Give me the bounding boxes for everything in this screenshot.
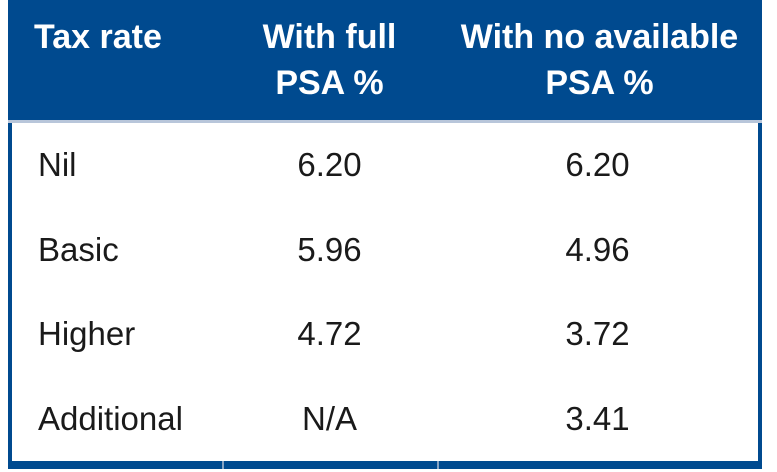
row-label: Basic [38,230,119,268]
header-cell-with-full-psa: With full PSA % [222,0,437,120]
value-cell-full-psa: 6.20 [297,146,362,184]
value-cell-no-psa: 3.41 [565,399,630,437]
column-separator-notch [222,461,224,469]
table-row-nil: Nil 6.20 6.20 [12,123,758,208]
value-cell-full-psa: N/A [301,399,357,437]
header-label-line1: With no available [460,18,739,56]
table-header-row: Tax rate With full PSA % With no availab… [8,0,762,120]
value-cell-no-psa: 4.96 [565,230,630,268]
value-cell-full-psa: 4.72 [297,315,362,353]
table-body: Nil 6.20 6.20 Basic 5.96 4.96 Higher 4.7… [8,123,762,461]
row-label: Higher [38,315,136,353]
table-row-higher: Higher 4.72 3.72 [12,292,758,377]
header-label-line1: With full [262,18,397,56]
header-cell-with-no-available-psa: With no available PSA % [437,0,762,120]
value-cell-no-psa: 6.20 [565,146,630,184]
row-label: Additional [38,399,183,437]
header-cell-tax-rate: Tax rate [8,0,222,120]
bottom-border-bar [8,461,762,469]
header-label-line2: PSA % [275,64,384,102]
header-label: Tax rate [34,18,162,56]
table-row-basic: Basic 5.96 4.96 [12,208,758,293]
header-label-line2: PSA % [545,64,654,102]
header-separator-line [8,120,762,123]
psa-rates-table: Tax rate With full PSA % With no availab… [8,0,762,469]
row-label: Nil [38,146,77,184]
table-row-additional: Additional N/A 3.41 [12,377,758,462]
column-separator-notch [437,461,439,469]
value-cell-full-psa: 5.96 [297,230,362,268]
value-cell-no-psa: 3.72 [565,315,630,353]
